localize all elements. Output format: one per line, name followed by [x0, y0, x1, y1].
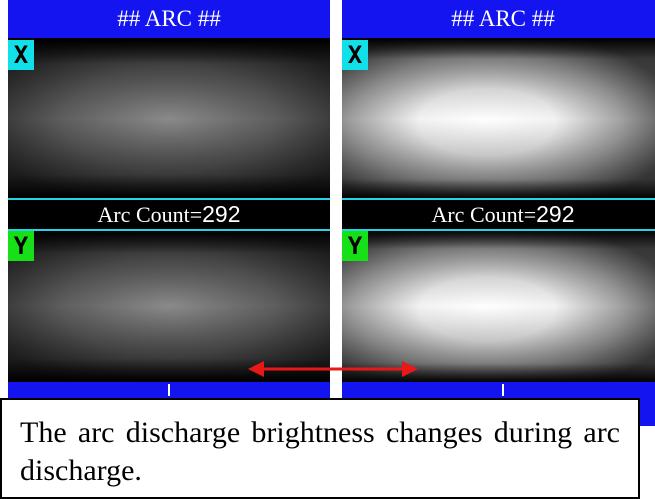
bottom-tick — [502, 384, 504, 396]
x-view-image — [342, 40, 655, 198]
y-view-image — [342, 231, 655, 381]
double-headed-arrow-icon — [248, 361, 418, 377]
arc-count-label: Arc Count= — [431, 202, 537, 227]
arc-count-value: 292 — [536, 201, 575, 227]
separator-line — [8, 198, 330, 200]
caption-text: The arc discharge brightness changes dur… — [0, 398, 640, 499]
arc-count-readout: Arc Count=292 — [342, 200, 655, 229]
arc-screen-bright: ## ARC ## X Arc Count=292 Y — [342, 0, 655, 398]
x-axis-badge: X — [342, 40, 368, 70]
bottom-bar — [8, 382, 330, 398]
separator-line — [8, 229, 330, 231]
x-view-image — [8, 40, 330, 198]
arc-screen-dim: ## ARC ## X Arc Count=292 Y — [8, 0, 330, 398]
bottom-tick — [168, 384, 170, 396]
arc-title: ## ARC ## — [342, 0, 655, 38]
arc-title: ## ARC ## — [8, 0, 330, 38]
arc-count-label: Arc Count= — [97, 202, 203, 227]
x-axis-badge: X — [8, 40, 34, 70]
bottom-bar — [342, 382, 655, 398]
separator-line — [342, 198, 655, 200]
y-axis-badge: Y — [8, 231, 34, 261]
arc-count-readout: Arc Count=292 — [8, 200, 330, 229]
y-axis-badge: Y — [342, 231, 368, 261]
y-view-image — [8, 231, 330, 381]
arc-count-value: 292 — [202, 201, 241, 227]
separator-line — [342, 229, 655, 231]
